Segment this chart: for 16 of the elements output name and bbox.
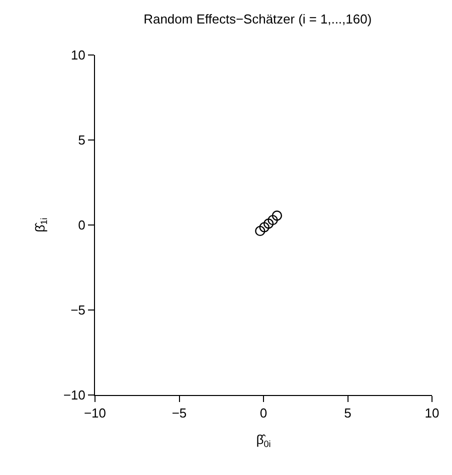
x-tick-label: 10 xyxy=(424,406,440,421)
y-tick-label: 10 xyxy=(70,48,86,63)
point xyxy=(268,214,278,226)
x-tick-label: 0 xyxy=(260,406,268,421)
point xyxy=(263,218,274,229)
chart-title: Random Effects−Schätzer (i = 1,...,160) xyxy=(144,11,372,26)
point xyxy=(259,222,270,232)
point xyxy=(255,226,266,236)
y-tick-label: −5 xyxy=(70,302,86,318)
y-tick-label: −10 xyxy=(63,388,86,403)
x-axis-title: β̂$_{0i}$ xyxy=(256,432,271,449)
x-tick-label: 5 xyxy=(344,406,352,421)
point xyxy=(272,210,282,221)
x-tick-label: −5 xyxy=(172,406,187,421)
y-tick-label: 5 xyxy=(78,132,86,148)
y-tick-label: 0 xyxy=(78,218,86,233)
